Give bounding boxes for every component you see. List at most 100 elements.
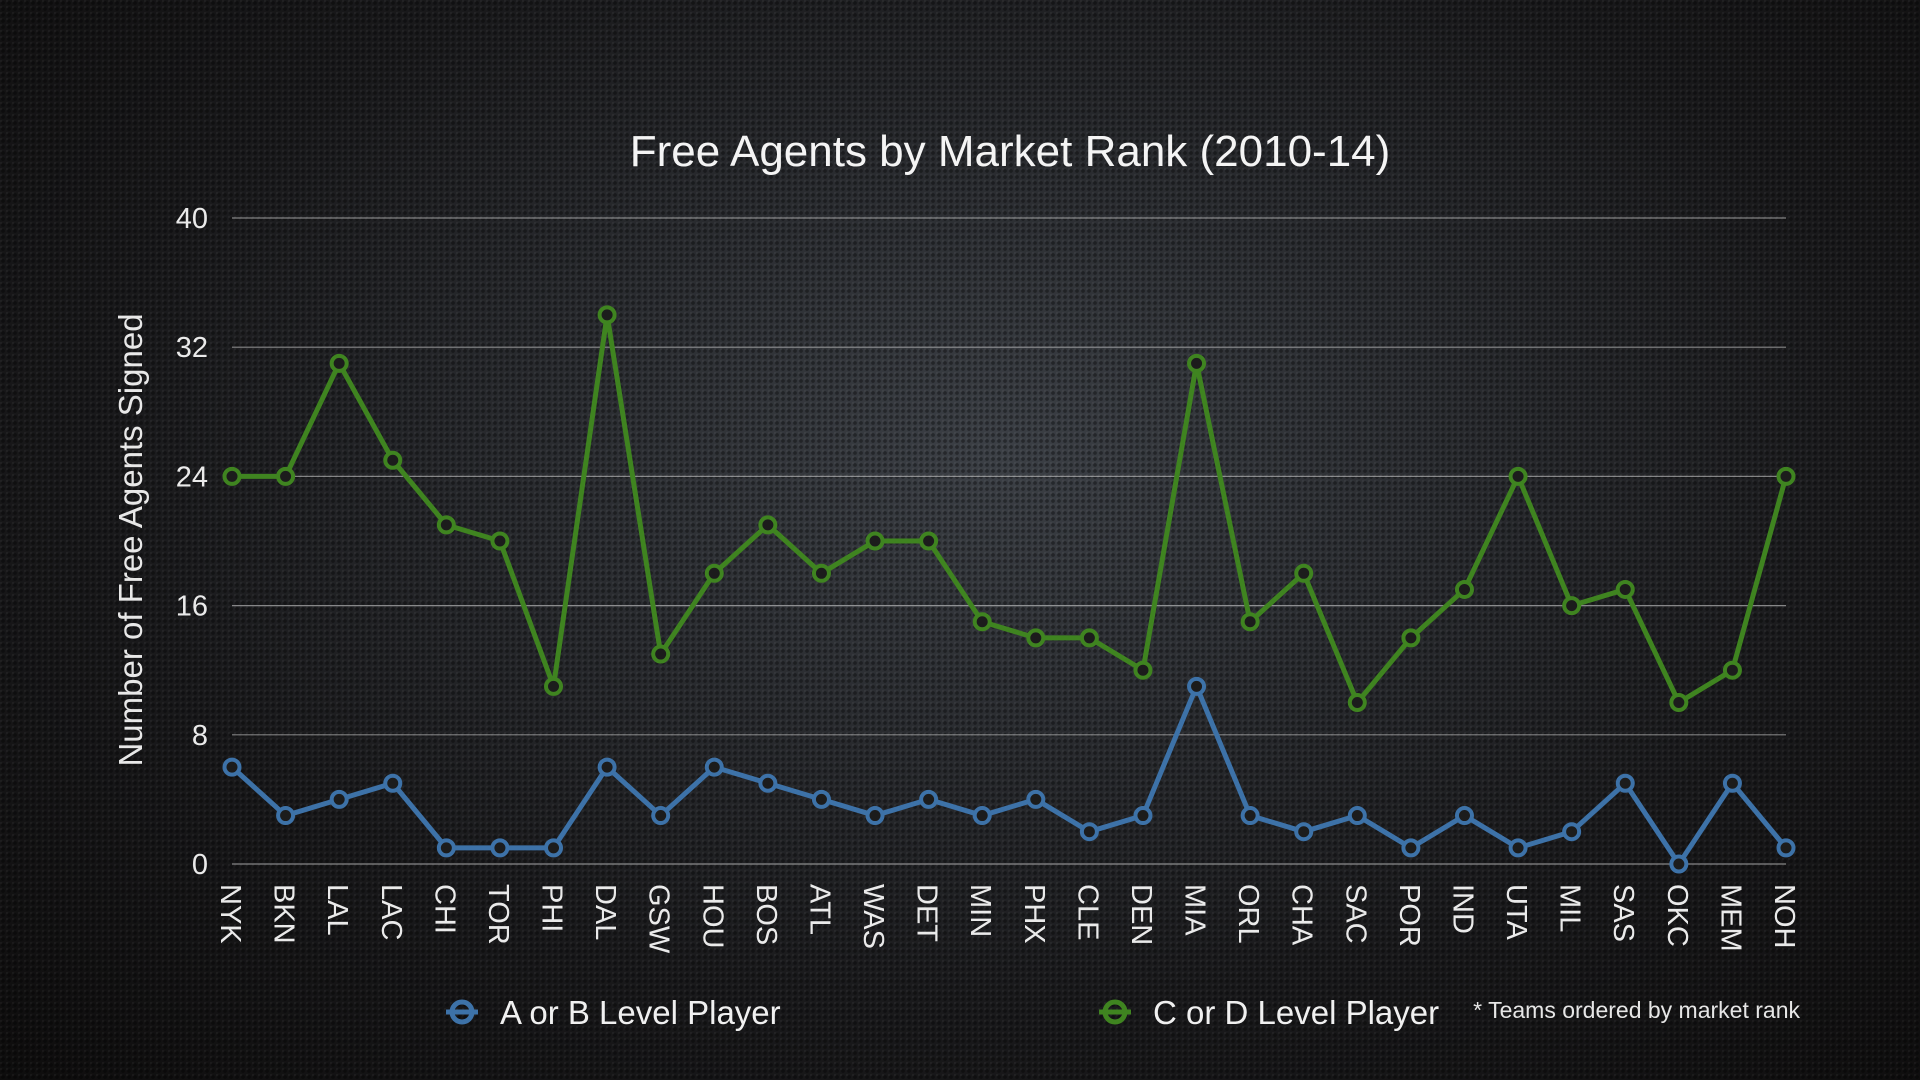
data-point — [490, 838, 510, 858]
data-point — [1776, 838, 1796, 858]
data-point — [811, 563, 831, 583]
data-point — [972, 806, 992, 826]
data-point — [329, 789, 349, 809]
data-point — [1294, 822, 1314, 842]
data-point — [436, 838, 456, 858]
x-tick-label: WAS — [857, 884, 889, 949]
data-point — [1401, 838, 1421, 858]
data-point — [704, 757, 724, 777]
x-tick-label: MIA — [1179, 884, 1211, 936]
data-point — [383, 773, 403, 793]
data-point — [972, 612, 992, 632]
x-tick-label: TOR — [482, 884, 514, 945]
x-tick-label: PHI — [536, 884, 568, 932]
data-point — [758, 773, 778, 793]
data-point — [758, 515, 778, 535]
data-point — [1133, 660, 1153, 680]
x-tick-label: CHA — [1286, 884, 1318, 946]
data-point — [651, 806, 671, 826]
data-point — [1669, 693, 1689, 712]
data-point — [1722, 773, 1742, 793]
data-point — [1079, 628, 1099, 648]
y-tick-label: 0 — [192, 849, 208, 881]
x-tick-label: PHX — [1018, 884, 1050, 944]
x-tick-label: MIL — [1554, 884, 1586, 932]
y-tick-label: 8 — [192, 720, 208, 752]
data-point — [1669, 854, 1689, 874]
x-tick-label: CLE — [1071, 884, 1103, 940]
data-point — [544, 676, 564, 696]
x-tick-label: IND — [1446, 884, 1478, 934]
y-axis-ticks: 0 8 16 24 32 40 — [176, 203, 208, 881]
data-point — [222, 757, 242, 777]
data-point — [1347, 806, 1367, 826]
series-line — [229, 683, 1789, 867]
series-line — [229, 312, 1789, 705]
x-tick-label: HOU — [696, 884, 728, 948]
x-tick-label: CHI — [428, 884, 460, 934]
y-tick-label: 24 — [176, 461, 208, 493]
x-tick-label: SAC — [1339, 884, 1371, 944]
data-point — [1776, 466, 1796, 486]
data-point — [811, 789, 831, 809]
legend: A or B Level Player C or D Level Player — [446, 994, 1439, 1031]
x-tick-label: POR — [1393, 884, 1425, 947]
x-tick-label: MIN — [964, 884, 996, 937]
data-point — [329, 353, 349, 373]
legend-label-c-or-d: C or D Level Player — [1153, 994, 1439, 1031]
x-tick-label: BKN — [268, 884, 300, 944]
data-point — [704, 563, 724, 583]
data-point — [1401, 628, 1421, 648]
data-point — [1454, 579, 1474, 599]
data-point — [1347, 693, 1367, 712]
data-point — [1240, 806, 1260, 826]
y-tick-label: 40 — [176, 203, 208, 235]
x-tick-label: UTA — [1500, 884, 1532, 941]
data-point — [1615, 773, 1635, 793]
y-tick-label: 16 — [176, 591, 208, 623]
legend-marker-c-or-d — [1102, 999, 1128, 1025]
data-point — [919, 789, 939, 809]
data-point — [1026, 789, 1046, 809]
legend-marker-a-or-b — [449, 999, 475, 1025]
x-tick-label: SAS — [1607, 884, 1639, 942]
gridlines — [232, 217, 1786, 865]
data-point — [1508, 838, 1528, 858]
series-group — [222, 305, 1796, 874]
data-point — [865, 806, 885, 826]
data-point — [651, 644, 671, 664]
data-point — [222, 466, 242, 486]
data-point — [276, 466, 296, 486]
data-point — [1562, 596, 1582, 616]
x-tick-label: OKC — [1661, 884, 1693, 947]
x-tick-label: ATL — [803, 884, 835, 935]
data-point — [544, 838, 564, 858]
data-point — [597, 757, 617, 777]
data-point — [490, 531, 510, 551]
data-point — [1240, 612, 1260, 632]
data-point — [1615, 579, 1635, 599]
x-tick-label: MEM — [1714, 884, 1746, 952]
x-tick-label: DAL — [589, 884, 621, 940]
series-c-or-d — [222, 305, 1796, 712]
data-point — [1562, 822, 1582, 842]
x-tick-label: NOH — [1768, 884, 1800, 948]
data-point — [1026, 628, 1046, 648]
chart-title: Free Agents by Market Rank (2010-14) — [630, 127, 1391, 176]
x-tick-label: NYK — [214, 884, 246, 944]
x-tick-label: GSW — [643, 884, 675, 954]
data-point — [1187, 676, 1207, 696]
data-point — [1508, 466, 1528, 486]
data-point — [865, 531, 885, 551]
data-point — [436, 515, 456, 535]
data-point — [1187, 353, 1207, 373]
legend-label-a-or-b: A or B Level Player — [500, 994, 781, 1031]
data-point — [919, 531, 939, 551]
data-point — [1294, 563, 1314, 583]
data-point — [1079, 822, 1099, 842]
x-tick-label: LAL — [321, 884, 353, 936]
data-point — [276, 806, 296, 826]
data-point — [597, 305, 617, 325]
